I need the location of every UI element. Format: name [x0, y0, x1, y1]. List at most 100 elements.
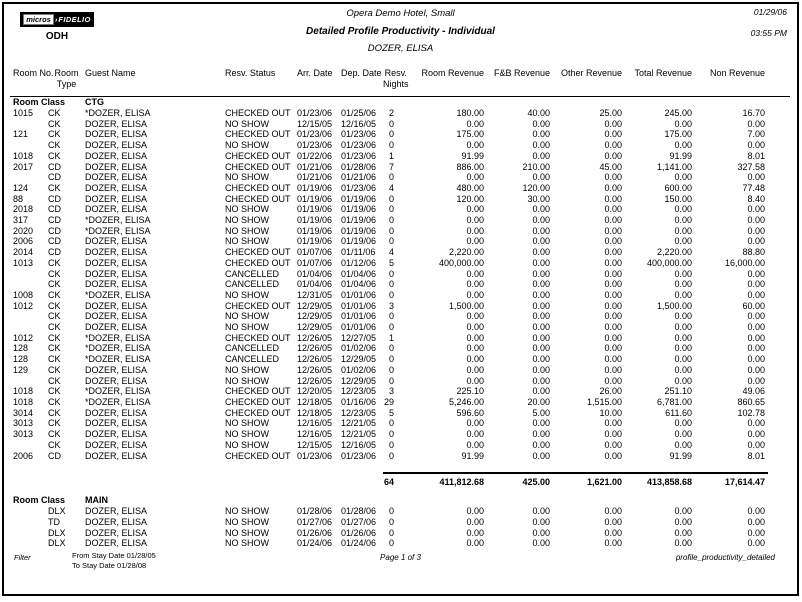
- cell-arr_date: 12/26/05: [297, 364, 333, 375]
- cell-fb_revenue: 0.00: [532, 300, 550, 311]
- cell-guest_name: DOZER, ELISA: [85, 450, 148, 461]
- cell-fb_revenue: 210.00: [522, 161, 550, 172]
- table-row: 2014 CD DOZER, ELISA CHECKED OUT 01/07/06 01/…: [13, 247, 768, 258]
- room-class-header-row: Room Class CTG: [13, 96, 768, 108]
- cell-guest_name: DOZER, ELISA: [85, 204, 148, 215]
- cell-dep_date: 01/28/06: [341, 161, 377, 172]
- cell-dep_date: 01/19/06: [341, 225, 377, 236]
- filter-to-date: To Stay Date 01/28/08: [72, 560, 147, 570]
- cell-resv_nights: 0: [388, 450, 394, 461]
- cell-guest_name: DOZER, ELISA: [85, 172, 148, 183]
- cell-dep_date: 12/23/05: [341, 386, 377, 397]
- cell-room_revenue: 0.00: [466, 375, 484, 386]
- cell-total_revenue: 0.00: [674, 140, 692, 151]
- table-row: 1012 CK *DOZER, ELISA CHECKED OUT 12/26/05 12…: [13, 333, 768, 344]
- room-class-value: CTG: [85, 97, 104, 107]
- cell-dep_date: 01/27/06: [341, 516, 377, 527]
- cell-non_revenue: 102.78: [737, 407, 765, 418]
- cell-resv_status: NO SHOW: [225, 172, 269, 183]
- cell-guest_name: DOZER, ELISA: [85, 279, 148, 290]
- logo: micros › FIDELIO ODH: [20, 9, 94, 42]
- cell-resv_nights: 4: [388, 182, 394, 193]
- cell-resv_nights: 0: [388, 506, 394, 517]
- cell-total_revenue: 251.10: [664, 386, 692, 397]
- cell-fb_revenue: 0.00: [532, 279, 550, 290]
- cell-arr_date: 01/23/06: [297, 108, 333, 118]
- cell-arr_date: 12/26/05: [297, 375, 333, 386]
- cell-room_revenue: 0.00: [466, 322, 484, 333]
- cell-total_revenue: 0.00: [674, 322, 692, 333]
- cell-room_no: 1015: [13, 108, 34, 118]
- cell-resv_status: CHECKED OUT: [225, 332, 291, 343]
- cell-resv_status: CHECKED OUT: [225, 386, 291, 397]
- cell-room_revenue: 120.00: [456, 193, 484, 204]
- cell-room_revenue: 0.00: [466, 516, 484, 527]
- table-row: 1013 CK DOZER, ELISA CHECKED OUT 01/07/06 01/…: [13, 258, 768, 269]
- cell-other_revenue: 0.00: [604, 418, 622, 429]
- cell-arr_date: 12/29/05: [297, 322, 333, 333]
- cell-total_revenue: 150.00: [664, 193, 692, 204]
- table-row: 2017 CD DOZER, ELISA CHECKED OUT 01/21/06 01/…: [13, 162, 768, 173]
- table-row: CK DOZER, ELISA NO SHOW 01/23/06 01/23/06 0 0.…: [13, 140, 768, 151]
- cell-resv_nights: 0: [388, 289, 394, 300]
- cell-arr_date: 01/04/06: [297, 268, 333, 279]
- cell-room_revenue: 0.00: [466, 172, 484, 183]
- cell-non_revenue: 0.00: [747, 172, 765, 183]
- cell-room_revenue: 0.00: [466, 538, 484, 549]
- cell-resv_status: CHECKED OUT: [225, 182, 291, 193]
- cell-room_revenue: 0.00: [466, 118, 484, 129]
- section-total-row: 64 411,812.68 425.00 1,621.00 413,858.68 17,6…: [13, 472, 768, 492]
- cell-room_type: CD: [48, 161, 61, 172]
- cell-room_revenue: 0.00: [466, 354, 484, 365]
- cell-resv_nights: 0: [388, 322, 394, 333]
- col-header-fb_revenue: F&B Revenue: [493, 68, 550, 78]
- cell-room_type: CK: [48, 300, 61, 311]
- cell-guest_name: DOZER, ELISA: [85, 322, 148, 333]
- table-row: DLX DOZER, ELISA NO SHOW 01/26/06 01/26/06 0 0…: [13, 528, 768, 539]
- cell-guest_name: *DOZER, ELISA: [85, 354, 151, 365]
- cell-other_revenue: 0.00: [604, 516, 622, 527]
- cell-resv_status: NO SHOW: [225, 140, 269, 151]
- cell-room_type: CD: [48, 172, 61, 183]
- cell-room_revenue: 0.00: [466, 225, 484, 236]
- cell-fb_revenue: 0.00: [532, 450, 550, 461]
- cell-room_type: CK: [48, 343, 61, 354]
- cell-guest_name: *DOZER, ELISA: [85, 108, 151, 118]
- cell-other_revenue: 0.00: [604, 247, 622, 258]
- cell-fb_revenue: 0.00: [532, 538, 550, 549]
- cell-room_revenue: 0.00: [466, 289, 484, 300]
- micros-brand: micros: [23, 14, 54, 25]
- cell-resv_status: CHECKED OUT: [225, 450, 291, 461]
- cell-guest_name: *DOZER, ELISA: [85, 386, 151, 397]
- cell-room_no: 88: [13, 193, 24, 204]
- cell-fb_revenue: 0.00: [532, 257, 550, 268]
- cell-room_no: [13, 506, 48, 517]
- cell-non_revenue: 49.06: [742, 386, 765, 397]
- cell-room_type: CD: [48, 450, 61, 461]
- cell-non_revenue: 60.00: [742, 300, 765, 311]
- cell-resv_nights: 0: [388, 538, 394, 549]
- cell-total_revenue: 0.00: [674, 215, 692, 226]
- cell-room_no: 3013: [13, 418, 34, 429]
- cell-resv_status: NO SHOW: [225, 418, 269, 429]
- cell-resv_status: CHECKED OUT: [225, 129, 291, 140]
- cell-fb_revenue: 30.00: [527, 193, 550, 204]
- cell-fb_revenue: 0.00: [532, 236, 550, 247]
- cell-non_revenue: 0.00: [747, 225, 765, 236]
- cell-non_revenue: 0.00: [747, 429, 765, 440]
- cell-room_revenue: 0.00: [466, 343, 484, 354]
- cell-resv_status: CANCELLED: [225, 279, 280, 290]
- cell-other_revenue: 45.00: [599, 161, 622, 172]
- cell-resv_nights: 0: [388, 118, 394, 129]
- cell-resv_nights: 0: [388, 129, 394, 140]
- cell-room_type: CK: [48, 150, 61, 161]
- col-header-total_revenue: Total Revenue: [634, 68, 692, 78]
- cell-room_revenue: 0.00: [466, 140, 484, 151]
- cell-room_no: 128: [13, 354, 29, 365]
- cell-room_no: 2006: [13, 450, 34, 461]
- cell-resv_status: NO SHOW: [225, 204, 269, 215]
- col-header-arr_date: Arr. Date: [297, 68, 333, 78]
- cell-resv_status: CANCELLED: [225, 343, 280, 354]
- cell-resv_status: CHECKED OUT: [225, 193, 291, 204]
- print-time: 03:55 PM: [750, 28, 787, 38]
